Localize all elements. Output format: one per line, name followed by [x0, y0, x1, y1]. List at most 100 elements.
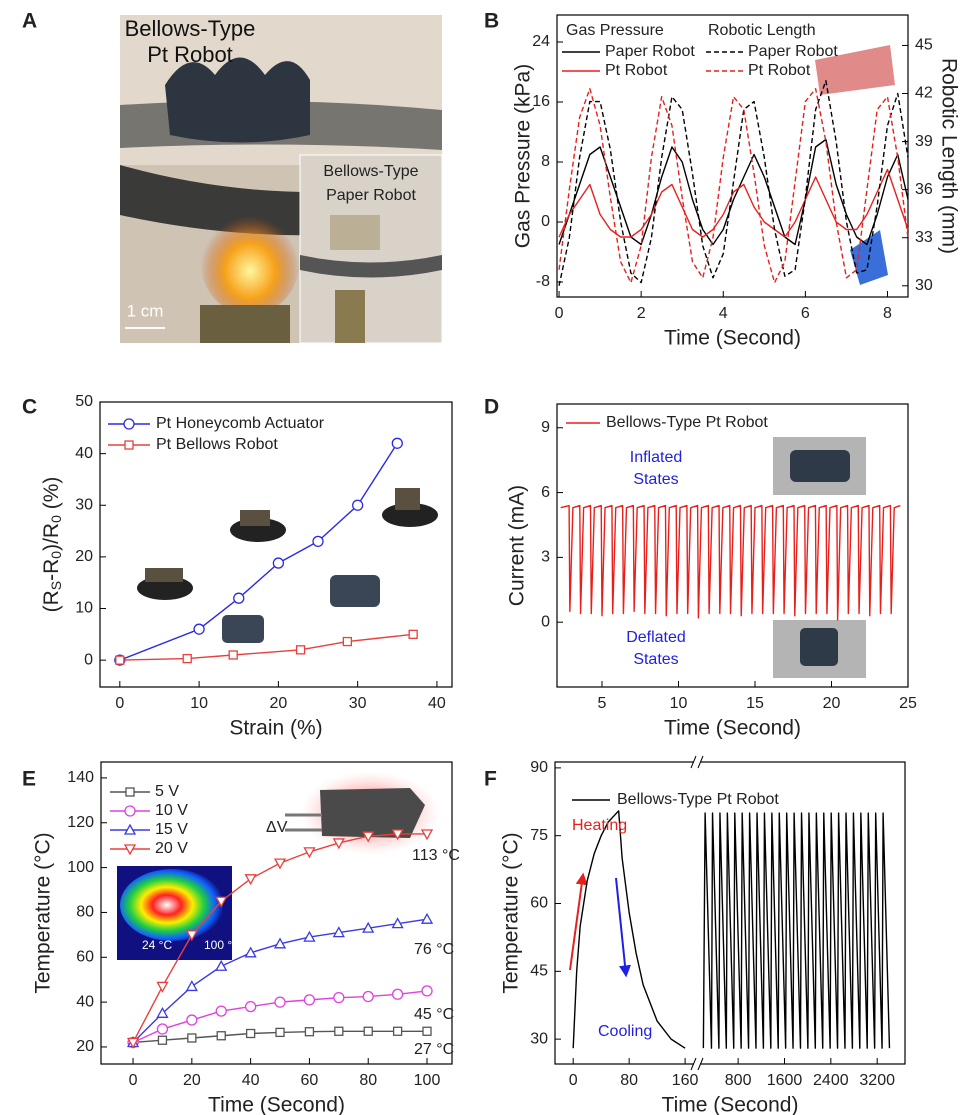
- legend-marker: [124, 440, 134, 450]
- legend-label: Bellows-Type Pt Robot: [617, 791, 779, 808]
- point: [233, 592, 245, 604]
- y-tick-label: 30: [530, 1030, 548, 1047]
- point: [193, 623, 205, 635]
- point: [312, 535, 324, 548]
- annotation: 100 °C: [204, 938, 241, 952]
- x-tick-label: 1600: [767, 1072, 803, 1089]
- x-tick-label: 10: [190, 695, 208, 712]
- y-tick-label: 40: [76, 993, 94, 1010]
- inset-photos: [773, 437, 866, 678]
- annotation: Cooling: [598, 1023, 652, 1040]
- legend-label: Pt Robot: [748, 62, 811, 79]
- x-tick-label: 0: [569, 1072, 578, 1089]
- legend-label: Paper Robot: [748, 43, 838, 60]
- y-tick-label: 90: [530, 759, 548, 776]
- legend-label: Bellows-Type Pt Robot: [606, 414, 768, 431]
- y-tick-label: 24: [532, 33, 550, 50]
- legend-label: Pt Bellows Robot: [156, 436, 278, 453]
- x-tick-label: 5: [598, 695, 607, 712]
- point: [216, 1031, 226, 1041]
- annotation: States: [633, 471, 678, 488]
- x-tick-label: 10: [670, 695, 688, 712]
- point: [275, 1027, 285, 1038]
- point: [420, 829, 434, 841]
- y2-tick-label: 39: [915, 133, 933, 150]
- annotation: 113 °C: [412, 847, 460, 864]
- y-tick-label: 0: [541, 213, 550, 230]
- panel-label: D: [484, 396, 499, 419]
- point: [274, 996, 286, 1008]
- annotation: Heating: [572, 817, 627, 834]
- x-tick-label: 20: [183, 1072, 201, 1089]
- label-part: )/R: [40, 523, 63, 551]
- point: [244, 946, 257, 958]
- point: [391, 988, 404, 1000]
- point: [420, 912, 434, 924]
- y-tick-label: 16: [532, 93, 550, 110]
- axis-break: [690, 1057, 704, 1071]
- plot-frame: [100, 761, 453, 1065]
- x-tick-label: 2: [637, 305, 646, 322]
- point: [333, 991, 345, 1004]
- series-line: [558, 88, 909, 284]
- y-tick-label: 20: [76, 1038, 94, 1055]
- y-tick-label: 0: [84, 651, 93, 668]
- point: [391, 917, 404, 929]
- y-tick-label: 60: [530, 895, 548, 912]
- point: [115, 655, 125, 665]
- y-tick-label: 10: [75, 600, 93, 617]
- annotation: States: [633, 651, 678, 668]
- point: [332, 838, 345, 850]
- photo-label: Bellows-Type: [323, 163, 418, 180]
- y-tick-label: 6: [541, 484, 550, 501]
- legend-marker: [124, 805, 136, 817]
- point: [157, 1035, 168, 1045]
- y-axis-label: (RS-R0)/R0 (%): [40, 477, 64, 613]
- x-tick-label: 3200: [859, 1072, 895, 1089]
- point: [362, 921, 375, 933]
- x-tick-label: 80: [359, 1072, 377, 1089]
- point: [295, 645, 306, 655]
- label-part: -R: [40, 559, 63, 581]
- series-line: [119, 633, 414, 661]
- arrow: [615, 877, 631, 978]
- annotation: Inflated: [630, 449, 682, 466]
- x-tick-label: 30: [349, 695, 367, 712]
- photo-label: 1 cm: [127, 301, 164, 320]
- x-tick-label: 60: [301, 1072, 319, 1089]
- y-tick-label: 45: [530, 963, 548, 980]
- photo: [120, 15, 443, 344]
- legend-label: Pt Robot: [605, 62, 668, 79]
- point: [273, 937, 287, 949]
- point: [342, 636, 353, 647]
- point: [303, 847, 316, 859]
- x-tick-label: 100: [414, 1072, 441, 1089]
- annotation: 76 °C: [414, 941, 454, 958]
- point: [391, 437, 403, 449]
- point: [352, 499, 364, 511]
- point: [187, 1033, 197, 1043]
- robot-icon: [815, 45, 895, 95]
- y-tick-label: 30: [75, 496, 93, 513]
- y-tick-label: 40: [75, 445, 93, 462]
- point: [126, 1037, 140, 1049]
- y2-axis-label: Robotic Length (mm): [937, 58, 960, 254]
- y-axis-label: Gas Pressure (kPa): [512, 64, 535, 248]
- y-tick-label: 8: [541, 153, 550, 170]
- point: [215, 1005, 227, 1017]
- point: [391, 829, 404, 841]
- label-part: (%): [40, 477, 63, 516]
- y-tick-label: 140: [67, 769, 94, 786]
- y-tick-label: 75: [530, 827, 548, 844]
- x-tick-label: 4: [719, 305, 728, 322]
- y2-tick-label: 30: [915, 277, 933, 294]
- point: [185, 980, 198, 992]
- axis-break: [690, 755, 704, 769]
- point: [421, 985, 433, 997]
- point: [362, 990, 374, 1003]
- point: [215, 896, 228, 908]
- annotation: Deflated: [626, 629, 686, 646]
- point: [332, 926, 345, 938]
- photo-label: Pt Robot: [147, 42, 233, 67]
- y-axis-label: Temperature (°C): [500, 832, 523, 993]
